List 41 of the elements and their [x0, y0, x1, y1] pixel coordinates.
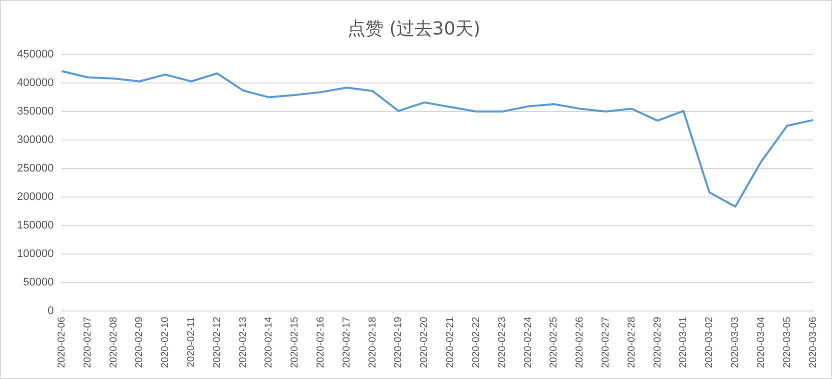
y-tick-label: 250000	[16, 162, 54, 175]
x-tick-label: 2020-02-28	[626, 316, 638, 368]
x-tick-label: 2020-02-11	[186, 316, 197, 368]
x-tick-label: 2020-02-10	[160, 316, 172, 368]
x-tick-label: 2020-02-16	[316, 316, 327, 368]
x-tick-label: 2020-03-04	[756, 316, 767, 368]
y-tick-label: 400000	[16, 77, 54, 90]
x-tick-label: 2020-02-15	[290, 316, 301, 368]
x-tick-label: 2020-02-17	[341, 316, 352, 368]
y-tick-label: 450000	[16, 48, 54, 61]
x-tick-label: 2020-02-09	[134, 316, 146, 368]
x-tick-label: 2020-02-19	[393, 316, 404, 368]
x-tick-label: 2020-03-06	[808, 316, 819, 368]
y-tick-label: 300000	[16, 134, 54, 146]
x-tick-label: 2020-02-26	[574, 316, 586, 368]
y-tick-label: 350000	[16, 106, 54, 118]
x-tick-label: 2020-02-18	[367, 316, 378, 368]
x-tick-label: 2020-03-01	[678, 316, 690, 368]
x-tick-label: 2020-03-02	[704, 316, 716, 368]
x-tick-label: 2020-02-24	[522, 316, 534, 368]
x-tick-label: 2020-02-20	[419, 316, 430, 368]
y-tick-label: 200000	[16, 190, 54, 203]
x-tick-label: 2020-02-22	[470, 316, 482, 368]
x-tick-label: 2020-02-06	[56, 316, 68, 368]
y-tick-label: 150000	[16, 219, 54, 232]
x-tick-label: 2020-02-13	[238, 316, 249, 368]
x-tick-label: 2020-02-07	[82, 316, 94, 368]
y-tick-label: 0	[48, 304, 54, 317]
x-tick-label: 2020-02-23	[496, 316, 508, 368]
x-tick-label: 2020-03-05	[782, 316, 793, 368]
chart-title: 点赞 (过去30天)	[348, 18, 480, 40]
y-tick-label: 100000	[16, 248, 54, 260]
x-tick-label: 2020-03-03	[730, 316, 742, 368]
x-tick-label: 2020-02-25	[548, 316, 560, 368]
x-tick-label: 2020-02-12	[212, 316, 223, 368]
x-tick-label: 2020-02-27	[600, 316, 612, 368]
x-tick-label: 2020-02-08	[108, 316, 120, 368]
x-tick-label: 2020-02-14	[264, 316, 275, 368]
x-tick-label: 2020-02-21	[445, 316, 456, 368]
x-tick-label: 2020-02-29	[652, 316, 664, 368]
y-tick-label: 50000	[23, 276, 54, 288]
